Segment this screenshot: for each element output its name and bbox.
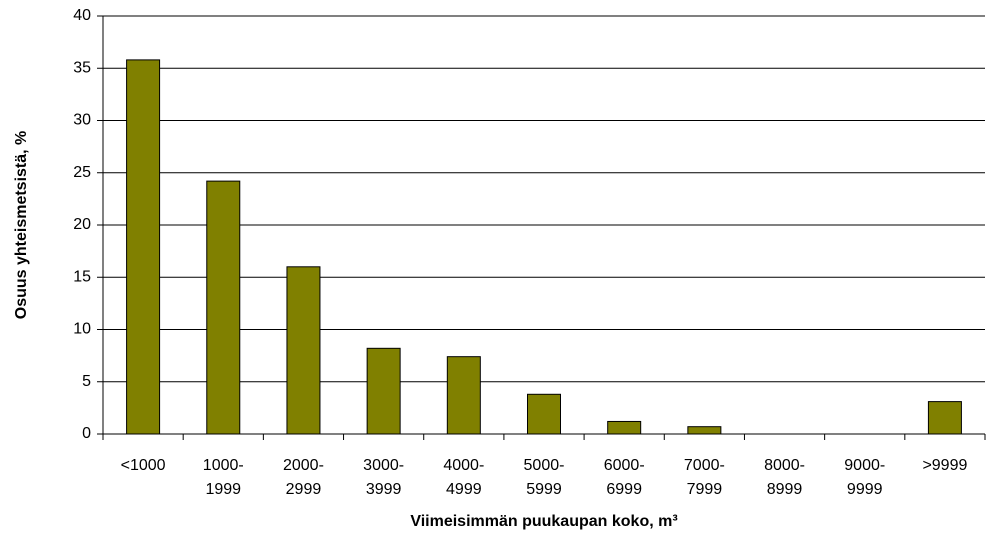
x-tick-label: >9999: [922, 457, 967, 474]
x-tick-label-line: 8999: [767, 481, 803, 498]
y-tick-label: 35: [73, 59, 91, 76]
x-tick-label: <1000: [121, 457, 166, 474]
bar: [927, 401, 962, 435]
x-tick-label-line: 1000-: [203, 457, 244, 474]
y-tick-label: 5: [82, 373, 91, 390]
x-tick-label-line: 9999: [847, 481, 883, 498]
bar: [126, 59, 161, 435]
bar: [527, 393, 561, 435]
x-tick-label-line: 3999: [366, 481, 402, 498]
x-tick-label-line: 5999: [526, 481, 562, 498]
x-tick-label-line: 7999: [687, 481, 723, 498]
x-tick-label-line: 4000-: [443, 457, 484, 474]
bar: [286, 266, 321, 435]
x-tick-label-line: 8000-: [764, 457, 805, 474]
x-tick-label-line: 3000-: [363, 457, 404, 474]
bar: [687, 426, 722, 435]
y-tick-label: 25: [73, 164, 91, 181]
y-tick-label: 15: [73, 268, 91, 285]
x-tick-label-line: 5000-: [524, 457, 565, 474]
x-axis-title: Viimeisimmän puukaupan koko, m³: [410, 513, 677, 530]
y-axis-title: Osuus yhteismetsistä, %: [13, 131, 30, 320]
bar: [366, 347, 401, 435]
x-tick-label: 9000- 9999: [844, 457, 885, 498]
x-tick-label-line: 9000-: [844, 457, 885, 474]
x-tick-label-line: 6999: [606, 481, 642, 498]
x-tick-label: 5000- 5999: [524, 457, 565, 498]
y-tick-label: 20: [73, 216, 91, 233]
x-tick-label: 1000- 1999: [203, 457, 244, 498]
x-tick-label-line: 4999: [446, 481, 482, 498]
x-tick-label-line: 7000-: [684, 457, 725, 474]
bar: [446, 356, 481, 435]
x-tick-label-line: 2000-: [283, 457, 324, 474]
x-tick-label: 6000- 6999: [604, 457, 645, 498]
x-tick-label: 7000- 7999: [684, 457, 725, 498]
x-tick-label-line: 6000-: [604, 457, 645, 474]
x-tick-label: 4000- 4999: [443, 457, 484, 498]
bar: [206, 180, 241, 435]
y-tick-label: 0: [82, 425, 91, 442]
x-tick-label-line: 2999: [286, 481, 322, 498]
x-tick-label-line: 1999: [205, 481, 241, 498]
y-tick-label: 40: [73, 7, 91, 24]
y-tick-label: 10: [73, 321, 91, 338]
y-tick-label: 30: [73, 112, 91, 129]
x-tick-label: 3000- 3999: [363, 457, 404, 498]
bar: [607, 420, 642, 435]
x-tick-label: 2000- 2999: [283, 457, 324, 498]
x-tick-label: 8000- 8999: [764, 457, 805, 498]
